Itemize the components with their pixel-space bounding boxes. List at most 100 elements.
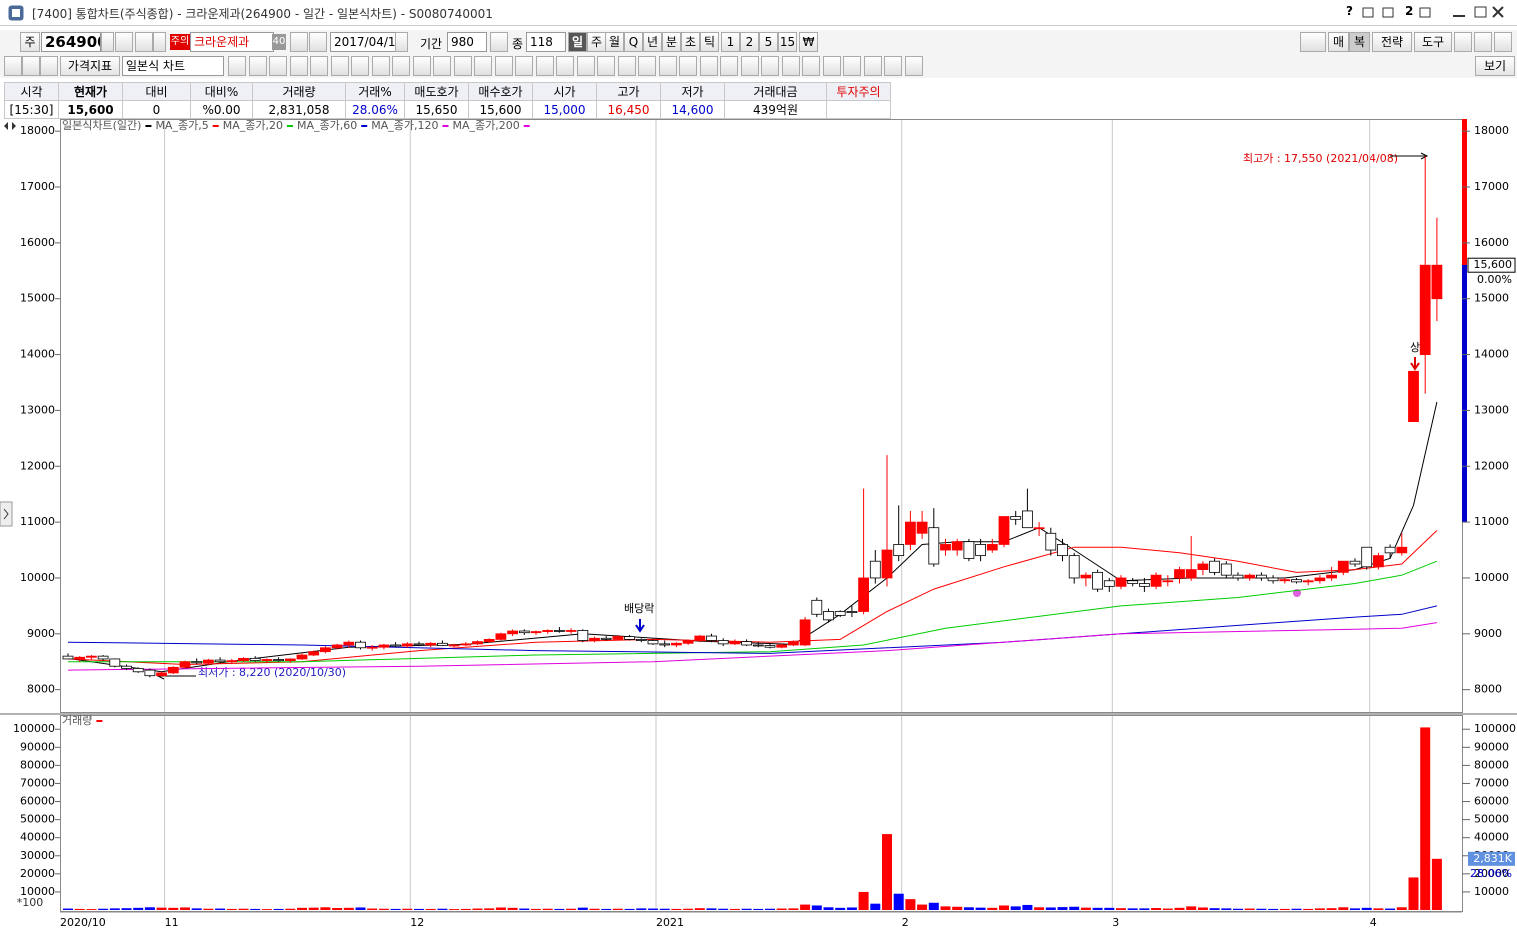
quote-header: 대비%	[190, 82, 253, 101]
window-controls	[1362, 6, 1504, 18]
volume-bar	[1209, 908, 1220, 910]
tool-icon[interactable]	[802, 56, 820, 76]
volume-bar	[74, 908, 85, 910]
y-tick-label: 9000	[27, 627, 55, 640]
tool-icon[interactable]	[761, 56, 779, 76]
tool-icon[interactable]	[228, 56, 246, 76]
folder-button[interactable]	[1454, 32, 1472, 52]
settings-button[interactable]	[490, 32, 508, 52]
tool-icon[interactable]	[638, 56, 656, 76]
dropdown[interactable]	[395, 32, 408, 52]
tool-icon[interactable]	[679, 56, 697, 76]
tool-icon[interactable]	[905, 56, 923, 76]
right-button[interactable]: 도구	[1414, 32, 1452, 52]
candle-body	[1419, 264, 1431, 355]
volume-bar	[121, 908, 132, 910]
dropdown[interactable]	[101, 32, 114, 52]
view-button[interactable]: 보기	[1475, 56, 1515, 76]
candle-body	[577, 630, 589, 641]
candle-body	[589, 637, 600, 641]
tool-icon[interactable]	[433, 56, 451, 76]
date-input[interactable]: 2017/04/11	[330, 32, 396, 52]
tool-icon[interactable]	[618, 56, 636, 76]
interval-button[interactable]: 틱	[700, 32, 719, 52]
right-button[interactable]: 복	[1349, 32, 1370, 52]
tool-icon[interactable]	[597, 56, 615, 76]
tool-icon[interactable]	[556, 56, 574, 76]
volume-bar	[1174, 907, 1185, 910]
interval-button[interactable]: 일	[568, 32, 587, 52]
sort-button[interactable]	[135, 32, 153, 52]
tool-icon[interactable]	[474, 56, 492, 76]
tool-icon[interactable]	[351, 56, 369, 76]
candle-body	[1092, 571, 1103, 590]
interval-button[interactable]: Q	[624, 32, 643, 52]
volume-tick-label: 100000	[13, 722, 55, 735]
tool-icon[interactable]	[864, 56, 882, 76]
interval-button[interactable]: 15	[778, 32, 797, 52]
interval-button[interactable]: 월	[605, 32, 624, 52]
tool-icon[interactable]	[659, 56, 677, 76]
interval-button[interactable]: 초	[681, 32, 700, 52]
save-button[interactable]	[1474, 32, 1492, 52]
interval-button[interactable]: 1	[721, 32, 740, 52]
dropdown[interactable]	[153, 32, 166, 52]
tool-icon[interactable]	[290, 56, 308, 76]
count-input[interactable]: 118	[526, 32, 566, 52]
interval-button[interactable]: 년	[643, 32, 662, 52]
scroll-arrows[interactable]	[4, 122, 16, 130]
right-button[interactable]: 매	[1328, 32, 1349, 52]
volume-tick-label: 40000	[20, 831, 55, 844]
interval-button[interactable]: ₩	[799, 32, 818, 52]
search-button[interactable]	[115, 32, 133, 52]
indicator-button[interactable]: 가격지표	[60, 56, 120, 76]
candle-body	[1384, 546, 1396, 554]
candle-body	[1408, 370, 1419, 422]
tool-button[interactable]	[1494, 32, 1512, 52]
tool-icon[interactable]	[700, 56, 718, 76]
candle-body	[893, 544, 905, 557]
tool-icon[interactable]	[515, 56, 533, 76]
tool-icon[interactable]	[495, 56, 513, 76]
tool-icon[interactable]	[269, 56, 287, 76]
tool-icon[interactable]	[249, 56, 267, 76]
up-button[interactable]	[4, 56, 22, 76]
tool-icon[interactable]	[782, 56, 800, 76]
side-toggle[interactable]	[0, 501, 13, 527]
tool-icon[interactable]	[331, 56, 349, 76]
tool-icon[interactable]	[884, 56, 902, 76]
quote-header: 매수호가	[468, 82, 533, 101]
volume-bar	[472, 908, 483, 910]
tool-icon[interactable]	[454, 56, 472, 76]
period-input[interactable]: 980	[447, 32, 487, 52]
help-button[interactable]: ?	[1346, 4, 1353, 18]
tool-icon[interactable]	[372, 56, 390, 76]
cloud-button[interactable]	[1300, 32, 1326, 52]
right-button[interactable]: 전략	[1372, 32, 1412, 52]
tool-icon[interactable]	[310, 56, 328, 76]
expand-button[interactable]	[22, 56, 40, 76]
interval-button[interactable]: 5	[759, 32, 778, 52]
next-button[interactable]	[290, 32, 308, 52]
tool-icon[interactable]	[843, 56, 861, 76]
code-input[interactable]: 264900	[41, 32, 101, 52]
tool-icon[interactable]	[536, 56, 554, 76]
market-select[interactable]: 주	[20, 32, 40, 52]
layout-button[interactable]: 2	[1405, 4, 1414, 18]
tool-icon[interactable]	[392, 56, 410, 76]
tool-icon[interactable]	[720, 56, 738, 76]
interval-button[interactable]: 2	[740, 32, 759, 52]
chart-kind-select[interactable]: 일본식 차트	[122, 56, 224, 76]
tool-icon[interactable]	[741, 56, 759, 76]
tool-icon[interactable]	[823, 56, 841, 76]
prev-button[interactable]	[309, 32, 327, 52]
interval-button[interactable]: 분	[662, 32, 681, 52]
edit-button[interactable]	[40, 56, 58, 76]
tool-icon[interactable]	[577, 56, 595, 76]
interval-button[interactable]: 주	[587, 32, 606, 52]
candle-body	[249, 657, 261, 662]
volume-bar	[203, 908, 214, 910]
count-label: 종	[512, 37, 524, 51]
candle-body	[1431, 264, 1443, 300]
tool-icon[interactable]	[413, 56, 431, 76]
